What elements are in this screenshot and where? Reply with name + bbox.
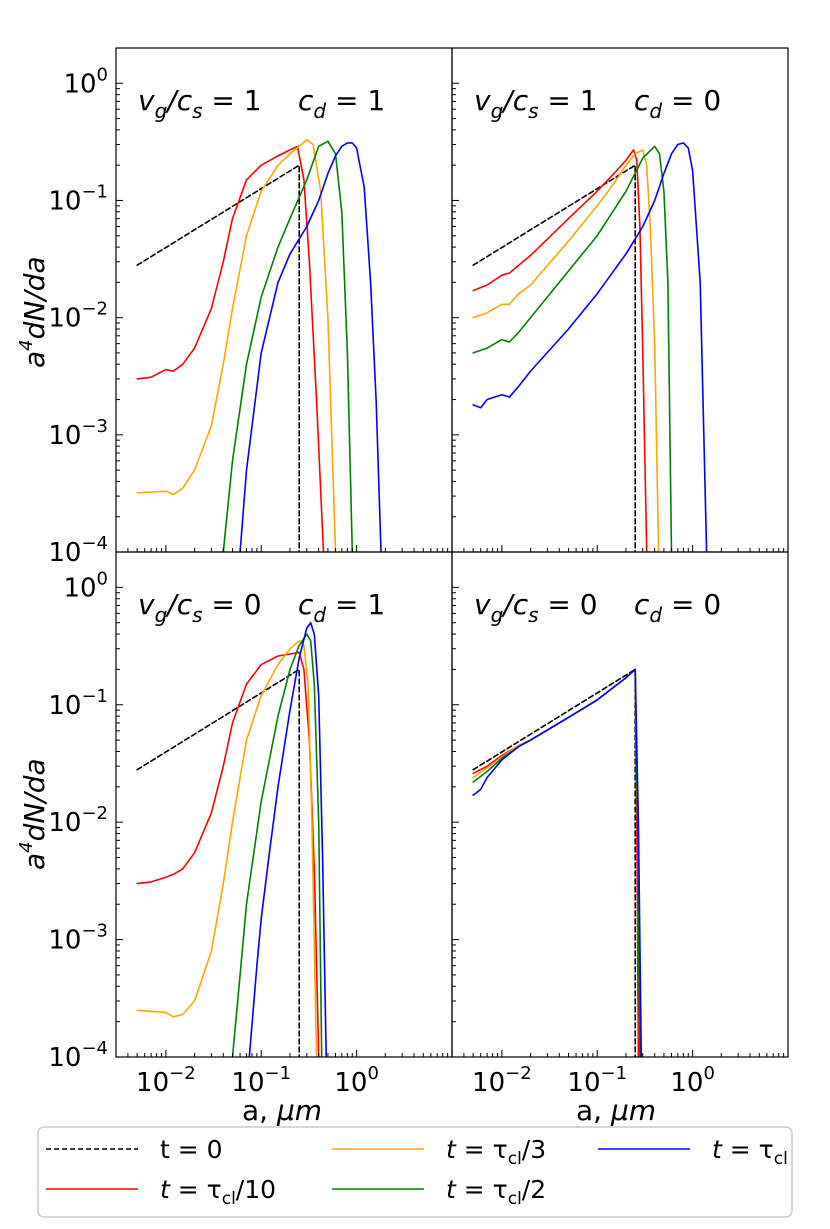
panel-frames [115, 47, 789, 1058]
series-t_tenth-line [136, 651, 320, 1057]
x-axis-label-right: a, μm [576, 1094, 656, 1127]
series-t_third-line [136, 138, 337, 552]
legend-frame [37, 1126, 793, 1218]
legend: t = 0 t = τcl/10 t = τcl/3 t = τcl/2 t = τcl [37, 1126, 793, 1218]
panel-frame [451, 551, 789, 1058]
annotation-vg-cs: vg/cs = 1 [138, 84, 262, 123]
series-t0-line [136, 164, 301, 552]
series-t_half-line [472, 145, 673, 552]
panel-top-left [136, 138, 382, 552]
series-t_half-line [231, 633, 323, 1057]
panel-bottom-right [472, 668, 643, 1057]
series-t_half-line [472, 668, 641, 1057]
series-t_tenth-line [472, 149, 648, 552]
y-tick-label: 10−1 [48, 181, 108, 216]
series-t_full-line [239, 142, 382, 552]
legend-label-t_half: t = τcl/2 [446, 1175, 546, 1209]
x-tick-label: 10−2 [136, 1063, 196, 1098]
annotation-vg-cs: vg/cs = 0 [474, 588, 598, 627]
panel-top-right [472, 142, 708, 552]
series-t_full-line [472, 668, 643, 1057]
series-t_third-line [136, 640, 318, 1057]
series-t0-line [136, 668, 301, 1057]
panel-annotations: vg/cs = 1 cd = 1 vg/cs = 1 cd = 0 vg/cs = 0 c… [138, 84, 721, 627]
x-tick-labels: 10−2 10−1 100 10−2 10−1 100 [136, 1063, 715, 1098]
y-tick-label: 10−2 [48, 803, 108, 838]
panel-frame [115, 551, 453, 1058]
series-t_third-line [472, 668, 641, 1057]
y-tick-label: 100 [63, 568, 108, 603]
panel-frame [451, 47, 789, 553]
x-tick-label: 10−1 [231, 1063, 291, 1098]
series-t_tenth-line [136, 145, 325, 552]
legend-label-t_third: t = τcl/3 [446, 1135, 546, 1169]
y-tick-label: 10−1 [48, 686, 108, 721]
y-axis-label-top: a4dN/da [16, 256, 51, 368]
panel-frame [115, 47, 453, 553]
x-tick-label: 100 [334, 1063, 379, 1098]
annotation-vg-cs: vg/cs = 1 [474, 84, 598, 123]
x-axis-label-left: a, μm [242, 1094, 322, 1127]
legend-label-t_tenth: t = τcl/10 [160, 1175, 276, 1209]
series-t0-line [472, 164, 637, 552]
panel-bottom-left [136, 621, 328, 1057]
x-tick-label: 10−2 [472, 1063, 532, 1098]
series-t_full-line [472, 142, 708, 552]
y-tick-label: 10−3 [48, 416, 108, 451]
series-t_tenth-line [472, 668, 640, 1057]
y-tick-label: 10−3 [48, 921, 108, 956]
legend-label-t0: t = 0 [160, 1135, 223, 1164]
y-axis-label-bottom: a4dN/da [16, 758, 51, 870]
x-tick-label: 10−1 [567, 1063, 627, 1098]
series-t0-line [472, 668, 637, 1057]
y-tick-label: 100 [63, 64, 108, 99]
series-t_third-line [472, 149, 660, 552]
series-t_full-line [248, 621, 328, 1057]
y-tick-label: 10−4 [48, 1038, 108, 1073]
annotation-cd: cd = 0 [634, 588, 721, 627]
legend-label-t_full: t = τcl [712, 1135, 788, 1169]
y-tick-label: 10−4 [48, 533, 108, 568]
series-t_half-line [222, 140, 354, 552]
y-tick-label: 10−2 [48, 299, 108, 334]
annotation-cd: cd = 0 [634, 84, 721, 123]
annotation-vg-cs: vg/cs = 0 [138, 588, 262, 627]
axis-ticks [115, 47, 785, 1058]
annotation-cd: cd = 1 [298, 588, 385, 627]
x-tick-label: 100 [670, 1063, 715, 1098]
annotation-cd: cd = 1 [298, 84, 385, 123]
